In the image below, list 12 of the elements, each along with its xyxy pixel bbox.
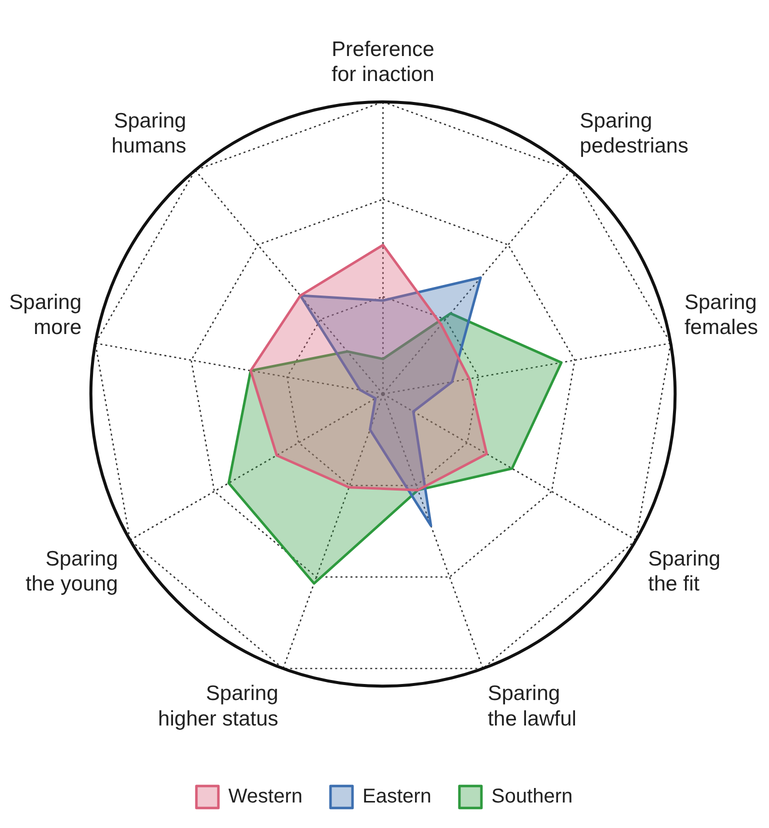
legend-label: Western xyxy=(228,786,303,808)
legend-label: Southern xyxy=(491,786,573,808)
spoke-label: Sparing the young xyxy=(26,547,118,596)
spoke-label: Sparing the fit xyxy=(648,547,720,596)
spoke-label: Sparing higher status xyxy=(158,682,278,730)
spoke-label: Sparing more xyxy=(9,290,82,340)
spoke-label: Sparing females xyxy=(684,290,758,340)
spoke-label: Sparing pedestrians xyxy=(580,109,688,158)
spoke-label: Sparing humans xyxy=(112,109,186,158)
legend-label: Eastern xyxy=(362,786,432,808)
spoke-label: Sparing the lawful xyxy=(488,682,576,730)
spoke-label: Preference for inaction xyxy=(332,38,434,86)
